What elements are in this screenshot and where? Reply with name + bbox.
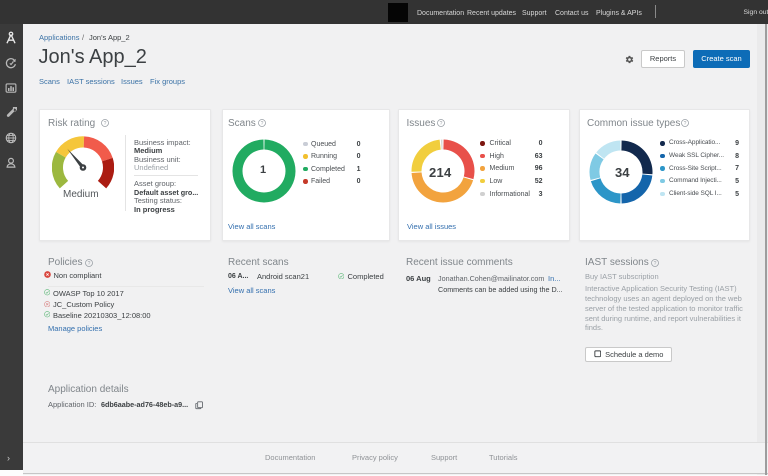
- svg-text:?: ?: [104, 121, 107, 127]
- svg-text:?: ?: [654, 260, 657, 266]
- svg-text:?: ?: [440, 121, 443, 127]
- svg-text:?: ?: [261, 121, 264, 127]
- svg-text:?: ?: [88, 260, 91, 266]
- svg-text:?: ?: [684, 121, 687, 127]
